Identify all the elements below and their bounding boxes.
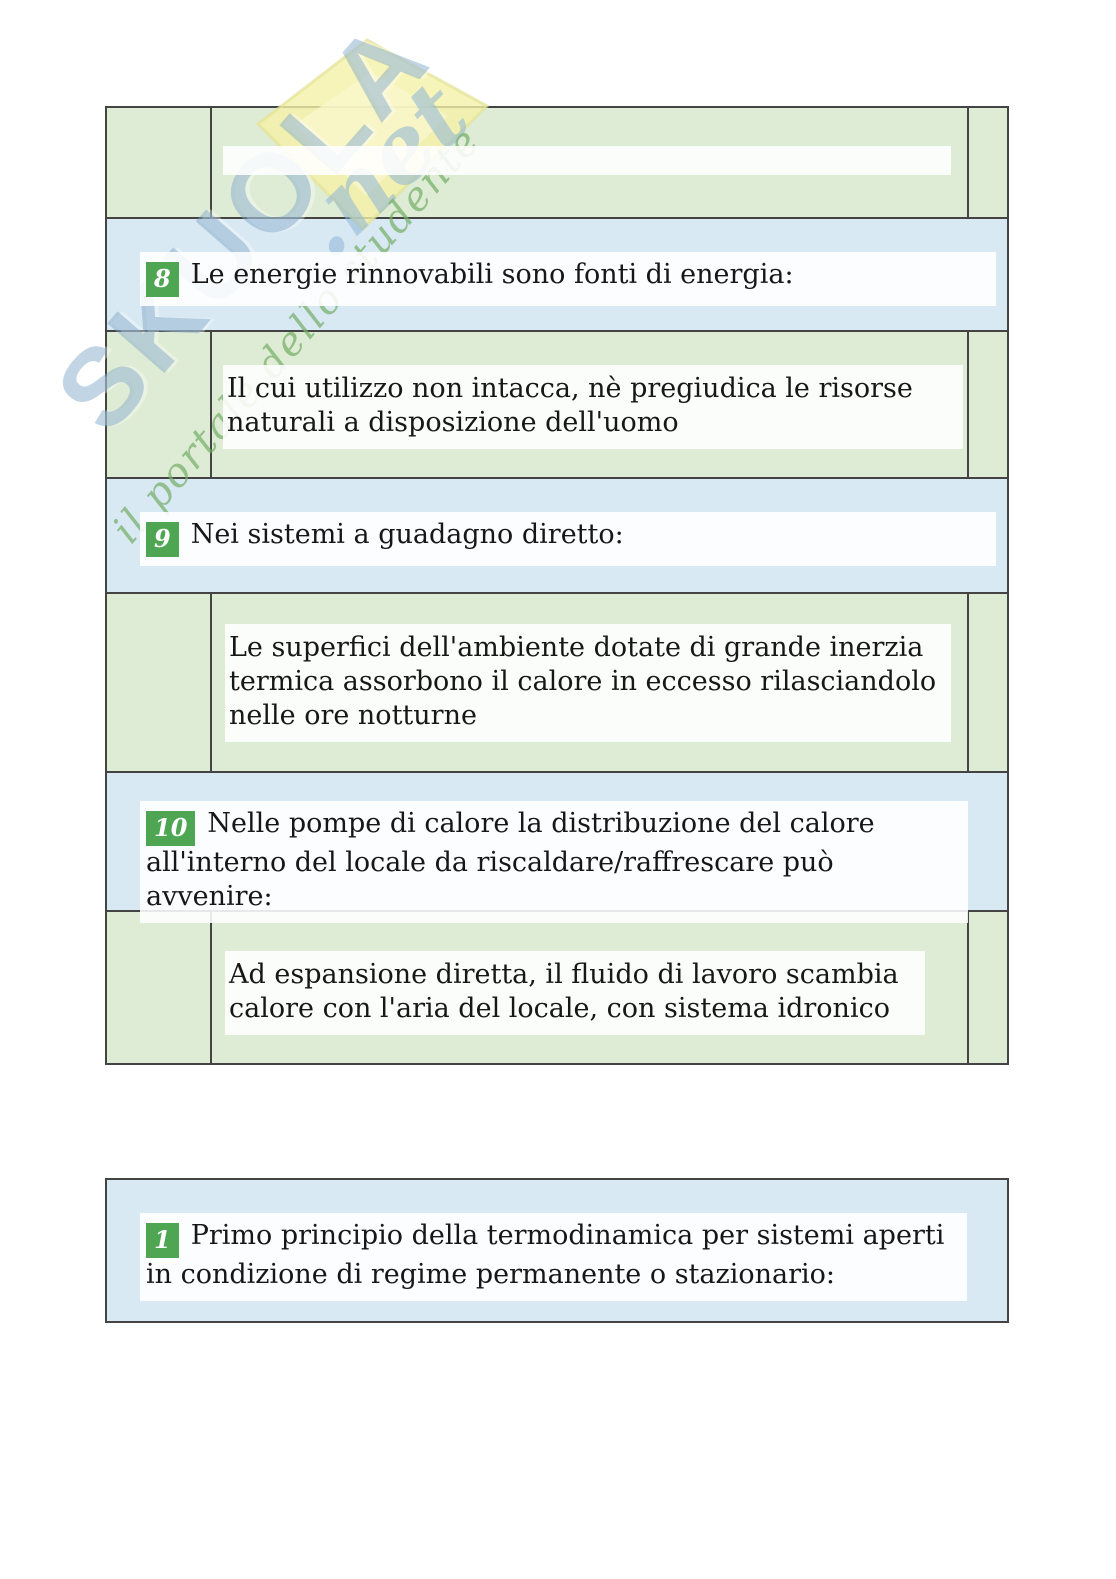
question-9-text: Nei sistemi a guadagno diretto: <box>190 519 624 550</box>
answer-10: Ad espansione diretta, il fluido di lavo… <box>225 951 925 1035</box>
question-9: 9 Nei sistemi a guadagno diretto: <box>140 512 996 566</box>
column-divider <box>210 332 212 477</box>
question-10: 10 Nelle pompe di calore la distribuzione… <box>140 801 968 923</box>
question-8-text: Le energie rinnovabili sono fonti di ene… <box>190 259 794 290</box>
question-10-text: Nelle pompe di calore la distribuzione d… <box>146 808 875 912</box>
column-divider <box>210 108 212 217</box>
answer-10-text: Ad espansione diretta, il fluido di lavo… <box>229 959 899 1024</box>
column-divider <box>967 332 969 477</box>
column-divider <box>967 108 969 217</box>
question-8-number-badge: 8 <box>146 262 179 297</box>
column-divider <box>967 912 969 1063</box>
question-1-number-badge: 1 <box>146 1223 179 1258</box>
question-9-number-badge: 9 <box>146 522 179 557</box>
question-1: 1 Primo principio della termodinamica per… <box>140 1213 967 1301</box>
header-redacted-bar <box>223 146 951 175</box>
answer-8-text: Il cui utilizzo non intacca, nè pregiudi… <box>227 373 913 438</box>
question-1-text: Primo principio della termodinamica per … <box>146 1220 945 1290</box>
answer-8: Il cui utilizzo non intacca, nè pregiudi… <box>223 365 963 449</box>
question-8: 8 Le energie rinnovabili sono fonti di en… <box>140 252 996 306</box>
answer-9-text: Le superfici dell'ambiente dotate di gra… <box>229 632 937 731</box>
column-divider <box>967 594 969 771</box>
question-10-number-badge: 10 <box>146 811 196 846</box>
column-divider <box>210 594 212 771</box>
column-divider <box>210 912 212 1063</box>
answer-9: Le superfici dell'ambiente dotate di gra… <box>225 624 951 742</box>
